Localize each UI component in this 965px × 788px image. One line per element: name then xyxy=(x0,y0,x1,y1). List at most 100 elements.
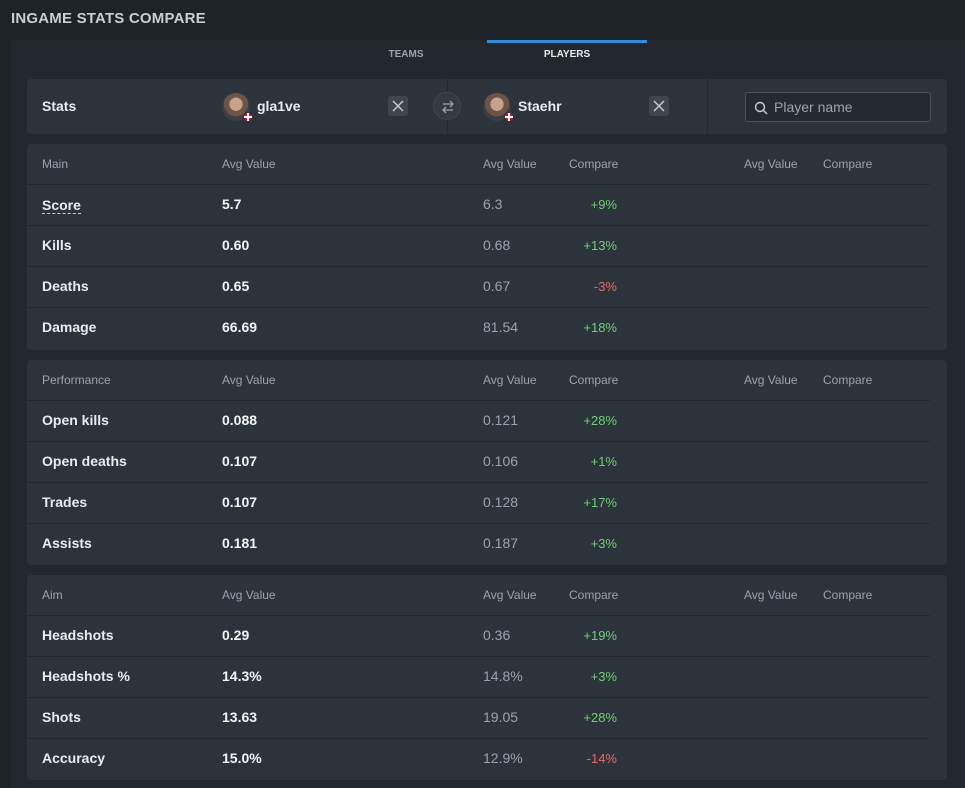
table-row: Headshots 0.29 0.36 +19% xyxy=(27,615,947,656)
stat-name: Accuracy xyxy=(42,750,106,766)
player2-value: 0.128 xyxy=(483,494,519,510)
table-row: Kills 0.60 0.68 +13% xyxy=(27,225,947,266)
player-select-header: Stats gla1ve Staehr xyxy=(27,79,947,134)
tab-bar: TEAMS PLAYERS xyxy=(11,40,965,70)
swap-players-button[interactable] xyxy=(433,92,461,120)
section-title: Performance xyxy=(42,373,111,387)
col-avg-value: Avg Value xyxy=(483,588,537,602)
row-divider xyxy=(27,656,930,657)
compare-value: +18% xyxy=(583,320,617,335)
denmark-flag-icon xyxy=(504,112,514,122)
player2-value: 0.106 xyxy=(483,453,519,469)
col-avg-value: Avg Value xyxy=(222,373,276,387)
stats-label: Stats xyxy=(42,98,77,114)
player1-value: 14.3% xyxy=(222,668,262,684)
col-avg-value: Avg Value xyxy=(744,157,798,171)
col-compare: Compare xyxy=(569,373,619,387)
player-search[interactable] xyxy=(745,92,931,122)
player2-value: 0.68 xyxy=(483,237,511,253)
player1-value: 0.29 xyxy=(222,627,250,643)
row-divider xyxy=(27,615,930,616)
section-header: Performance Avg Value Avg Value Compare … xyxy=(27,360,947,400)
col-avg-value: Avg Value xyxy=(744,588,798,602)
stat-name: Deaths xyxy=(42,278,89,294)
row-divider xyxy=(27,184,930,185)
player2-value: 0.121 xyxy=(483,412,519,428)
player1-value: 66.69 xyxy=(222,319,258,335)
row-divider xyxy=(27,482,930,483)
player2-name[interactable]: Staehr xyxy=(518,98,562,114)
tab-players[interactable]: PLAYERS xyxy=(487,40,647,70)
table-row: Open kills 0.088 0.121 +28% xyxy=(27,400,947,441)
row-divider xyxy=(27,697,930,698)
player2-value: 6.3 xyxy=(483,196,503,212)
stat-name: Shots xyxy=(42,709,81,725)
stat-name: Kills xyxy=(42,237,72,253)
player-search-input[interactable] xyxy=(774,93,924,121)
player2-value: 12.9% xyxy=(483,750,523,766)
player1-name[interactable]: gla1ve xyxy=(257,98,301,114)
col-avg-value: Avg Value xyxy=(483,157,537,171)
player1-value: 5.7 xyxy=(222,196,242,212)
table-row: Open deaths 0.107 0.106 +1% xyxy=(27,441,947,482)
stat-name: Headshots % xyxy=(42,668,130,684)
compare-value: +19% xyxy=(583,628,617,643)
compare-value: -14% xyxy=(586,751,617,766)
compare-value: +1% xyxy=(590,454,617,469)
player1-value: 0.60 xyxy=(222,237,250,253)
player2-value: 0.187 xyxy=(483,535,519,551)
player1-value: 13.63 xyxy=(222,709,258,725)
table-row: Shots 13.63 19.05 +28% xyxy=(27,697,947,738)
close-icon xyxy=(653,100,665,112)
compare-value: +13% xyxy=(583,238,617,253)
col-compare: Compare xyxy=(569,588,619,602)
player1-value: 0.088 xyxy=(222,412,258,428)
compare-value: -3% xyxy=(593,279,617,294)
table-row: Score 5.7 6.3 +9% xyxy=(27,184,947,225)
player2-avatar xyxy=(483,93,514,122)
table-row: Trades 0.107 0.128 +17% xyxy=(27,482,947,523)
row-divider xyxy=(27,441,930,442)
player2-value: 81.54 xyxy=(483,319,519,335)
table-row: Assists 0.181 0.187 +3% xyxy=(27,523,947,564)
section-main: Main Avg Value Avg Value Compare Avg Val… xyxy=(27,144,947,350)
stats-compare-panel: TEAMS PLAYERS Stats gla1ve Staehr xyxy=(11,40,965,788)
player1-value: 0.65 xyxy=(222,278,250,294)
stat-name: Open kills xyxy=(42,412,109,428)
col-compare: Compare xyxy=(823,588,873,602)
row-divider xyxy=(27,400,930,401)
section-title: Aim xyxy=(42,588,63,602)
col-compare: Compare xyxy=(823,157,873,171)
swap-icon xyxy=(442,100,454,114)
player1-slot: gla1ve xyxy=(222,79,447,134)
player1-value: 0.181 xyxy=(222,535,258,551)
row-divider xyxy=(27,307,930,308)
stat-name: Assists xyxy=(42,535,92,551)
col-compare: Compare xyxy=(823,373,873,387)
row-divider xyxy=(27,225,930,226)
stat-name: Headshots xyxy=(42,627,114,643)
compare-value: +3% xyxy=(590,669,617,684)
compare-value: +28% xyxy=(583,413,617,428)
section-performance: Performance Avg Value Avg Value Compare … xyxy=(27,360,947,565)
search-icon xyxy=(754,101,768,115)
denmark-flag-icon xyxy=(243,112,253,122)
section-header: Main Avg Value Avg Value Compare Avg Val… xyxy=(27,144,947,184)
player1-value: 15.0% xyxy=(222,750,262,766)
stat-name[interactable]: Score xyxy=(42,197,81,214)
compare-value: +9% xyxy=(590,197,617,212)
table-row: Damage 66.69 81.54 +18% xyxy=(27,307,947,348)
stat-name: Damage xyxy=(42,319,97,335)
col-compare: Compare xyxy=(569,157,619,171)
remove-player2-button[interactable] xyxy=(649,96,669,116)
section-title: Main xyxy=(42,157,69,171)
stat-name: Open deaths xyxy=(42,453,127,469)
compare-value: +17% xyxy=(583,495,617,510)
stat-name: Trades xyxy=(42,494,88,510)
player1-avatar xyxy=(222,93,253,122)
table-row: Accuracy 15.0% 12.9% -14% xyxy=(27,738,947,779)
remove-player1-button[interactable] xyxy=(388,96,408,116)
tab-teams[interactable]: TEAMS xyxy=(388,49,424,60)
compare-value: +3% xyxy=(590,536,617,551)
section-header: Aim Avg Value Avg Value Compare Avg Valu… xyxy=(27,575,947,615)
